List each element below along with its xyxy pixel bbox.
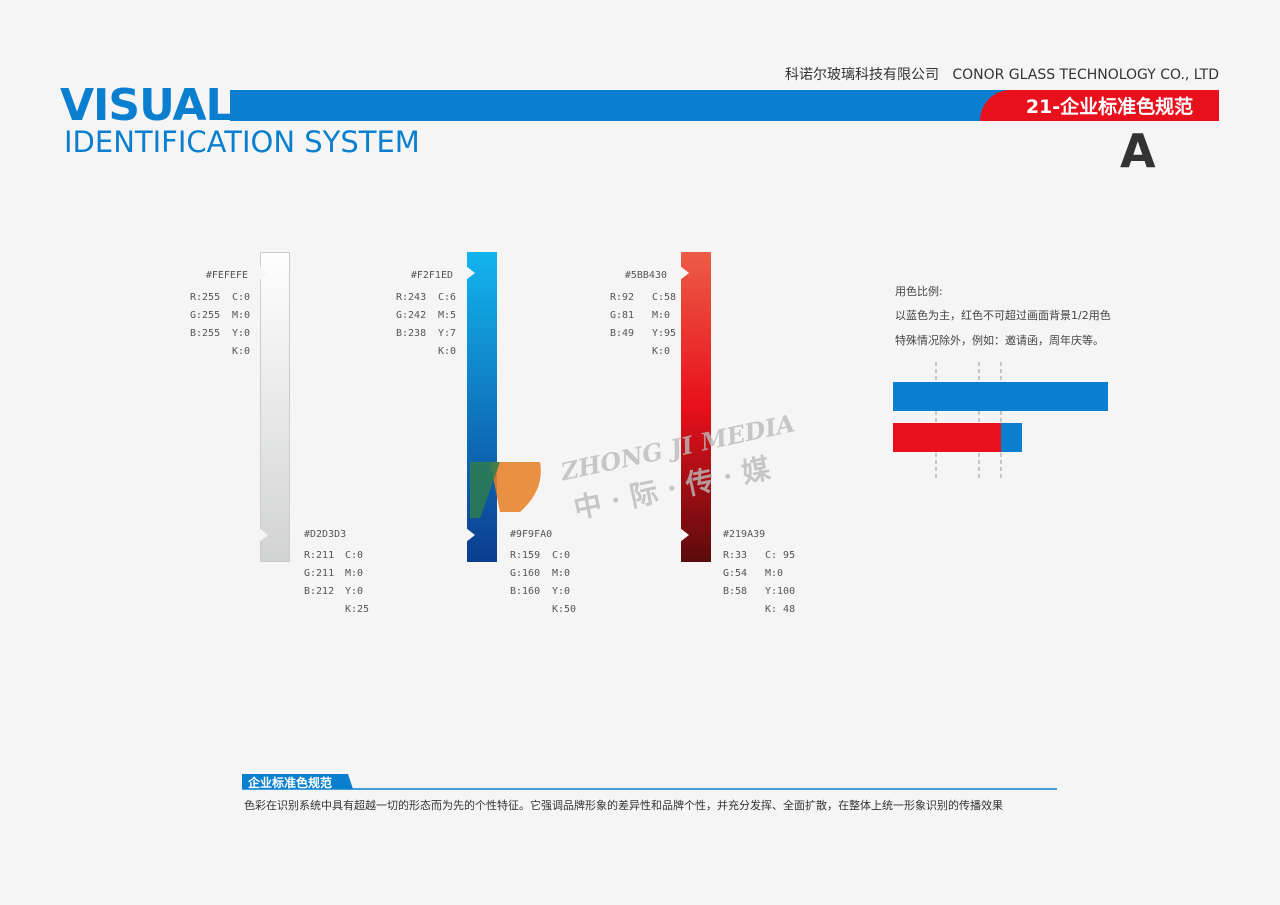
- rgb-value: R:159: [510, 550, 541, 561]
- cmyk-value: M:5: [438, 310, 457, 321]
- rgb-value: B:58: [723, 586, 748, 597]
- header-band: [230, 90, 1010, 121]
- cmyk-value: Y:7: [438, 328, 457, 339]
- ratio-line: 特殊情况除外，例如：邀请函，周年庆等。: [895, 334, 1104, 347]
- rgb-value: R:255: [190, 292, 221, 303]
- title-sub: IDENTIFICATION SYSTEM: [64, 125, 420, 159]
- cmyk-value: K:0: [652, 346, 671, 357]
- cmyk-value: Y:95: [652, 328, 677, 339]
- rgb-value: R:211: [304, 550, 335, 561]
- hex-code: #9F9FA0: [510, 529, 553, 540]
- rgb-value: R:33: [723, 550, 748, 561]
- cmyk-value: K:25: [345, 604, 370, 615]
- cmyk-value: Y:100: [765, 586, 796, 597]
- ratio-title: 用色比例:: [895, 285, 943, 298]
- hex-code: #5BB430: [624, 270, 667, 281]
- cmyk-value: Y:0: [552, 586, 571, 597]
- cmyk-value: Y:0: [345, 586, 364, 597]
- rgb-value: G:54: [723, 568, 748, 579]
- section-title: 21-企业标准色规范: [1025, 96, 1194, 118]
- cmyk-value: K:50: [552, 604, 577, 615]
- rgb-value: B:49: [610, 328, 635, 339]
- company: 科诺尔玻璃科技有限公司 CONOR GLASS TECHNOLOGY CO., …: [785, 64, 1219, 84]
- rgb-value: R:92: [610, 292, 635, 303]
- cmyk-value: C:0: [552, 550, 571, 561]
- cmyk-value: M:0: [552, 568, 571, 579]
- ratio-line: 以蓝色为主，红色不可超过画面背景1/2用色: [895, 309, 1111, 322]
- cmyk-value: M:0: [345, 568, 364, 579]
- cmyk-value: C:6: [438, 292, 457, 303]
- hex-code: #D2D3D3: [304, 529, 347, 540]
- company-cn: 科诺尔玻璃科技有限公司: [784, 67, 939, 83]
- cmyk-value: C: 95: [765, 550, 796, 561]
- cmyk-value: Y:0: [232, 328, 251, 339]
- hex-code: #FEFEFE: [205, 270, 248, 281]
- rgb-value: G:81: [610, 310, 635, 321]
- rgb-value: B:255: [190, 328, 221, 339]
- cmyk-value: C:0: [345, 550, 364, 561]
- title-main: VISUAL: [60, 80, 234, 131]
- cmyk-value: M:0: [232, 310, 251, 321]
- footer-label: 企业标准色规范: [248, 776, 333, 790]
- cmyk-value: M:0: [652, 310, 671, 321]
- cmyk-value: K: 48: [765, 604, 796, 615]
- page-letter: A: [1120, 124, 1156, 178]
- footer-text: 色彩在识别系统中具有超越一切的形态而为先的个性特征。它强调品牌形象的差异性和品牌…: [244, 799, 1003, 812]
- swatch-bar: [260, 252, 290, 562]
- cmyk-value: C:58: [652, 292, 677, 303]
- rgb-value: G:160: [510, 568, 541, 579]
- swatch-bar: [681, 252, 711, 562]
- rgb-value: G:242: [396, 310, 427, 321]
- company-en: CONOR GLASS TECHNOLOGY CO., LTD: [952, 67, 1219, 83]
- rgb-value: G:255: [190, 310, 221, 321]
- cmyk-value: M:0: [765, 568, 784, 579]
- cmyk-value: C:0: [232, 292, 251, 303]
- cmyk-value: K:0: [232, 346, 251, 357]
- cmyk-value: K:0: [438, 346, 457, 357]
- rgb-value: R:243: [396, 292, 427, 303]
- hex-code: #219A39: [723, 529, 766, 540]
- rgb-value: G:211: [304, 568, 335, 579]
- rgb-value: B:212: [304, 586, 335, 597]
- hex-code: #F2F1ED: [410, 270, 453, 281]
- rgb-value: B:160: [510, 586, 541, 597]
- rgb-value: B:238: [396, 328, 427, 339]
- header-red-band: [980, 90, 1219, 121]
